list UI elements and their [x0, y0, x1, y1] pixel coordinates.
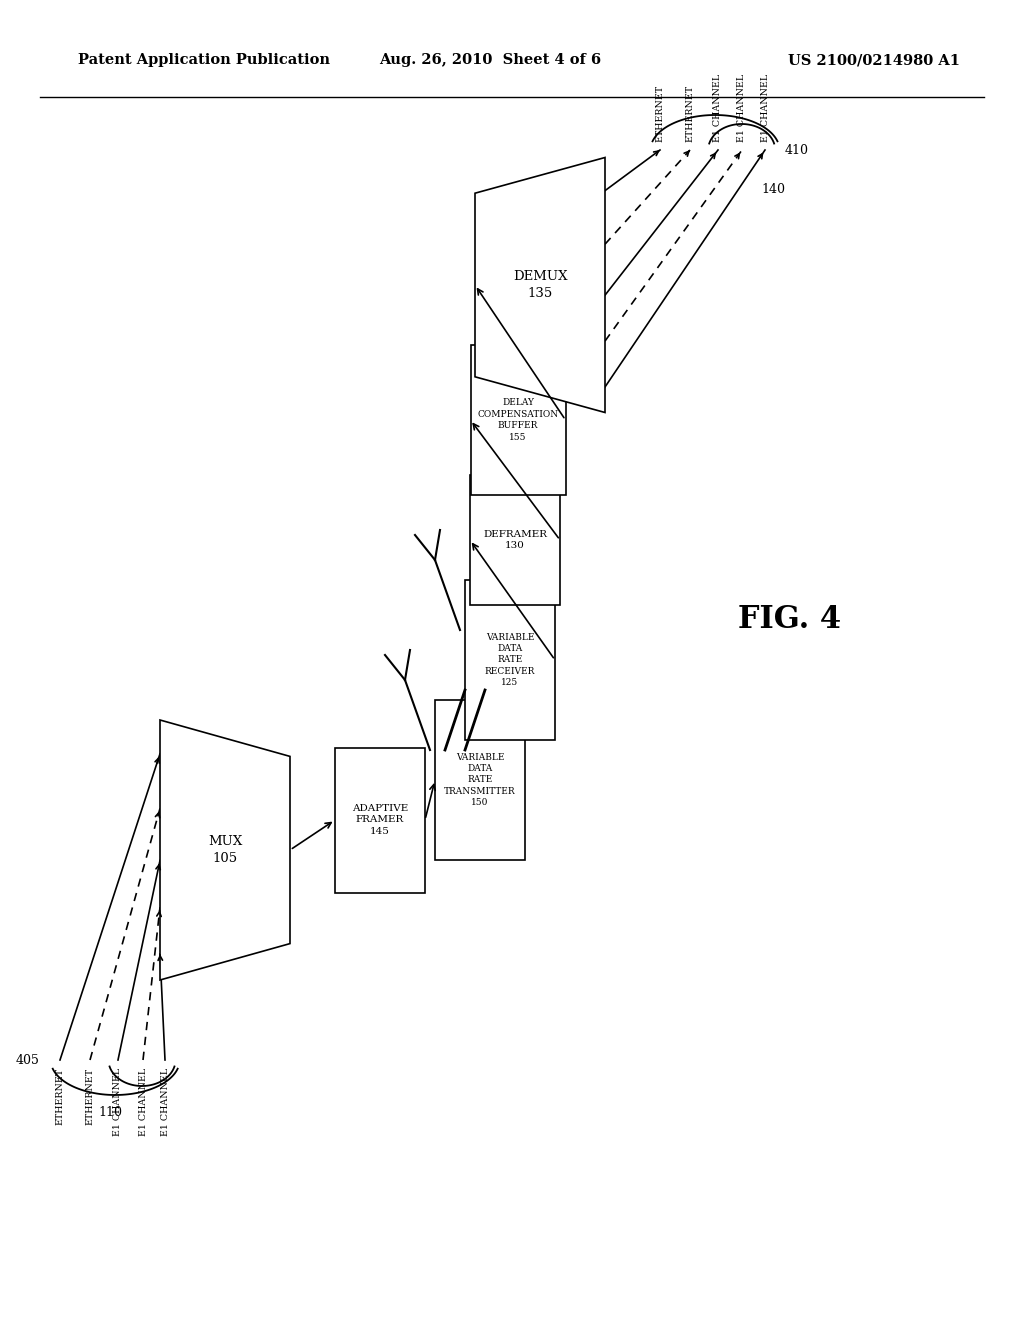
Text: MUX
105: MUX 105	[208, 836, 242, 865]
Text: ETHERNET: ETHERNET	[685, 84, 694, 143]
Text: E1 CHANNEL: E1 CHANNEL	[138, 1068, 147, 1137]
Text: E1 CHANNEL: E1 CHANNEL	[737, 74, 746, 143]
Text: VARIABLE
DATA
RATE
TRANSMITTER
150: VARIABLE DATA RATE TRANSMITTER 150	[444, 752, 516, 808]
Text: E1 CHANNEL: E1 CHANNEL	[161, 1068, 170, 1137]
Bar	[335, 747, 425, 892]
Text: DEFRAMER
130: DEFRAMER 130	[483, 529, 547, 550]
Text: Aug. 26, 2010  Sheet 4 of 6: Aug. 26, 2010 Sheet 4 of 6	[379, 53, 601, 67]
Text: E1 CHANNEL: E1 CHANNEL	[114, 1068, 123, 1137]
Text: 110: 110	[98, 1106, 122, 1119]
Text: DELAY
COMPENSATION
BUFFER
155: DELAY COMPENSATION BUFFER 155	[477, 399, 558, 442]
Text: E1 CHANNEL: E1 CHANNEL	[761, 74, 769, 143]
Text: ETHERNET: ETHERNET	[85, 1068, 94, 1125]
Text: FIG. 4: FIG. 4	[738, 605, 842, 635]
Text: Patent Application Publication: Patent Application Publication	[78, 53, 330, 67]
Text: US 2100/0214980 A1: US 2100/0214980 A1	[788, 53, 961, 67]
Polygon shape	[160, 719, 290, 979]
Text: ETHERNET: ETHERNET	[55, 1068, 65, 1125]
Text: 410: 410	[785, 144, 809, 157]
Text: ETHERNET: ETHERNET	[655, 84, 665, 143]
Bar	[470, 345, 565, 495]
Bar	[435, 700, 525, 861]
Polygon shape	[475, 157, 605, 412]
Text: VARIABLE
DATA
RATE
RECEIVER
125: VARIABLE DATA RATE RECEIVER 125	[484, 632, 536, 688]
Text: DEMUX
135: DEMUX 135	[513, 271, 567, 300]
Text: 405: 405	[16, 1053, 40, 1067]
Text: 140: 140	[761, 183, 785, 195]
Text: ADAPTIVE
FRAMER
145: ADAPTIVE FRAMER 145	[352, 804, 409, 836]
Text: E1 CHANNEL: E1 CHANNEL	[714, 74, 723, 143]
Bar	[465, 579, 555, 741]
Bar	[470, 475, 560, 605]
